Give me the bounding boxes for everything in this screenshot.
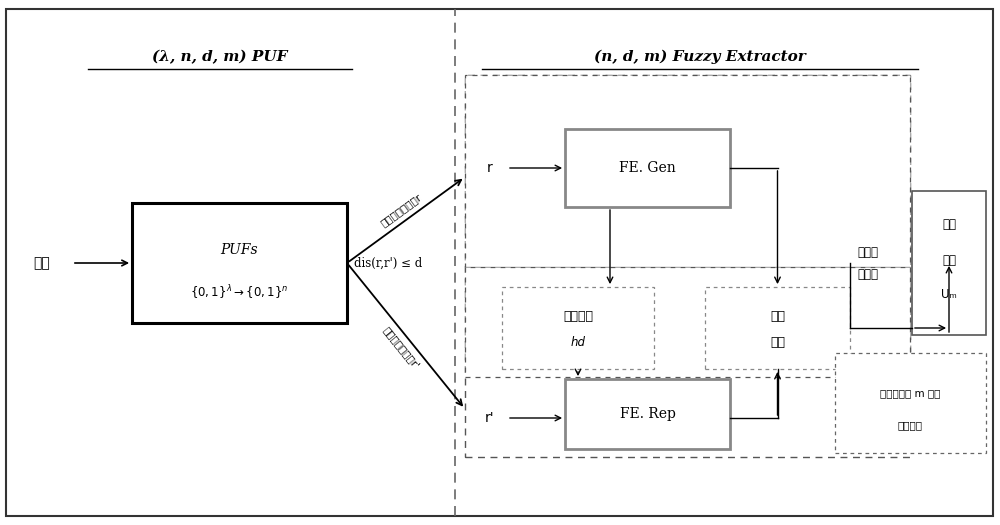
FancyBboxPatch shape [465, 267, 910, 377]
Text: 随机: 随机 [942, 218, 956, 232]
FancyBboxPatch shape [502, 287, 654, 369]
Text: Uₘ: Uₘ [941, 289, 957, 301]
FancyBboxPatch shape [6, 9, 993, 516]
Text: $\{0,1\}^{\lambda} \rightarrow \{0,1\}^{n}$: $\{0,1\}^{\lambda} \rightarrow \{0,1\}^{… [190, 284, 289, 302]
FancyBboxPatch shape [465, 75, 910, 457]
FancyBboxPatch shape [565, 129, 730, 207]
Text: r': r' [485, 411, 495, 425]
Text: 帮助信息: 帮助信息 [563, 310, 593, 323]
Text: 分布: 分布 [942, 254, 956, 267]
FancyBboxPatch shape [565, 379, 730, 449]
Text: FE. Rep: FE. Rep [620, 407, 675, 421]
Text: 秘密: 秘密 [770, 310, 785, 323]
FancyBboxPatch shape [132, 203, 347, 323]
Text: 当响应含有 m 比特: 当响应含有 m 比特 [880, 388, 941, 398]
Text: 的最小熔: 的最小熔 [898, 420, 923, 430]
Text: PUFs: PUFs [221, 243, 258, 257]
Text: r: r [487, 161, 493, 175]
FancyBboxPatch shape [835, 353, 986, 453]
FancyBboxPatch shape [705, 287, 850, 369]
Text: (λ, n, d, m) PUF: (λ, n, d, m) PUF [152, 50, 288, 64]
Text: 信息: 信息 [770, 337, 785, 350]
Text: (n, d, m) Fuzzy Extractor: (n, d, m) Fuzzy Extractor [594, 50, 806, 64]
FancyBboxPatch shape [912, 191, 986, 335]
Text: 计算不: 计算不 [858, 247, 879, 259]
Text: 第一次计算响应r: 第一次计算响应r [379, 192, 423, 228]
Text: 可区分: 可区分 [858, 268, 879, 281]
FancyBboxPatch shape [465, 75, 910, 267]
Text: 激励: 激励 [34, 256, 50, 270]
Text: FE. Gen: FE. Gen [619, 161, 676, 175]
Text: dis(r,r') ≤ d: dis(r,r') ≤ d [354, 257, 422, 269]
Text: 第二次计算响应r': 第二次计算响应r' [381, 325, 421, 371]
Text: hd: hd [570, 337, 586, 350]
